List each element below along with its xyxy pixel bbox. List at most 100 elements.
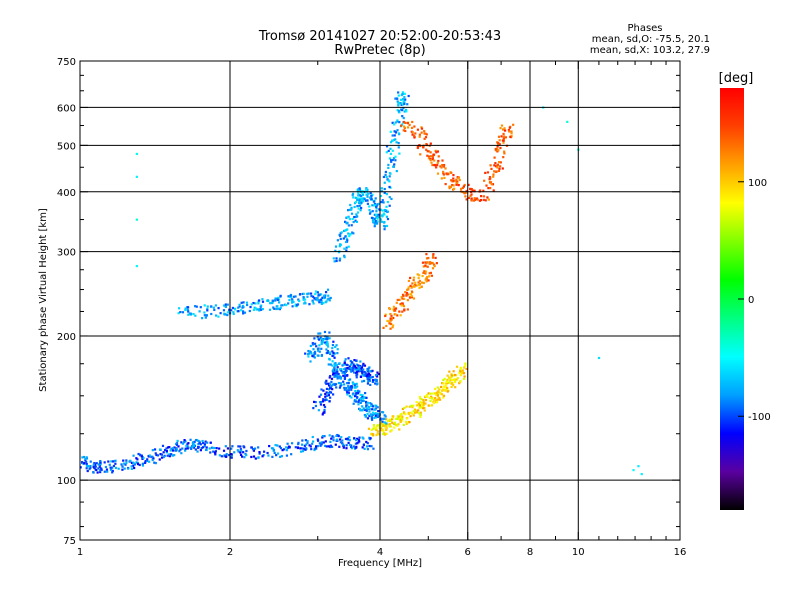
scatter-point bbox=[391, 139, 394, 142]
scatter-point bbox=[420, 127, 424, 130]
scatter-point bbox=[241, 306, 244, 309]
scatter-point bbox=[299, 447, 302, 450]
scatter-point bbox=[389, 141, 393, 144]
scatter-point bbox=[401, 109, 404, 112]
scatter-point bbox=[484, 171, 487, 175]
scatter-point bbox=[365, 409, 368, 412]
scatter-point bbox=[333, 356, 336, 359]
scatter-point bbox=[314, 290, 318, 293]
scatter-point bbox=[447, 173, 450, 176]
scatter-point bbox=[424, 136, 428, 139]
y-tick-label: 750 bbox=[57, 57, 76, 68]
scatter-point bbox=[121, 465, 124, 468]
scatter-point bbox=[171, 454, 174, 457]
scatter-point bbox=[402, 98, 405, 101]
scatter-point bbox=[373, 213, 376, 216]
scatter-point bbox=[371, 408, 374, 411]
scatter-point bbox=[237, 450, 240, 453]
scatter-point bbox=[156, 454, 160, 457]
scatter-point bbox=[135, 457, 138, 460]
scatter-point bbox=[364, 372, 367, 375]
scatter-point bbox=[408, 296, 412, 299]
scatter-point bbox=[354, 200, 358, 204]
scatter-point bbox=[413, 125, 416, 128]
scatter-point bbox=[334, 443, 337, 446]
scatter-point bbox=[333, 366, 336, 369]
scatter-point bbox=[250, 455, 253, 459]
scatter-point bbox=[378, 208, 381, 211]
scatter-point bbox=[376, 371, 379, 374]
scatter-point bbox=[446, 173, 449, 176]
scatter-point bbox=[501, 128, 505, 131]
scatter-point bbox=[327, 382, 331, 385]
scatter-point bbox=[478, 199, 482, 202]
scatter-point bbox=[84, 459, 87, 462]
scatter-point bbox=[399, 314, 402, 317]
scatter-point bbox=[387, 166, 390, 170]
scatter-point bbox=[335, 386, 338, 389]
scatter-point bbox=[343, 383, 346, 386]
scatter-point bbox=[355, 400, 358, 403]
scatter-point bbox=[355, 382, 358, 385]
scatter-point bbox=[398, 428, 401, 431]
scatter-point bbox=[368, 208, 371, 212]
scatter-point bbox=[465, 191, 468, 194]
scatter-point bbox=[312, 302, 315, 305]
scatter-point bbox=[319, 444, 322, 447]
scatter-point bbox=[403, 96, 406, 99]
scatter-point bbox=[388, 320, 391, 323]
scatter-point bbox=[394, 423, 398, 426]
scatter-point bbox=[344, 220, 347, 223]
scatter-point bbox=[446, 378, 449, 381]
scatter-point bbox=[141, 464, 145, 467]
scatter-point bbox=[452, 370, 455, 373]
scatter-point bbox=[335, 259, 338, 263]
scatter-point bbox=[342, 237, 345, 240]
scatter-point bbox=[375, 213, 378, 216]
scatter-point bbox=[371, 210, 374, 213]
scatter-point bbox=[467, 196, 471, 200]
scatter-point bbox=[472, 199, 476, 202]
scatter-point bbox=[255, 308, 258, 311]
scatter-point bbox=[369, 437, 372, 440]
scatter-point bbox=[371, 204, 374, 207]
scatter-point bbox=[165, 451, 168, 454]
scatter-point bbox=[385, 205, 388, 208]
scatter-point bbox=[391, 158, 394, 162]
scatter-point bbox=[397, 91, 400, 94]
scatter-point bbox=[502, 156, 505, 159]
scatter-point bbox=[345, 369, 348, 372]
scatter-point bbox=[114, 466, 118, 470]
scatter-point bbox=[361, 446, 364, 449]
scatter-point bbox=[367, 407, 371, 410]
scatter-point bbox=[396, 415, 399, 418]
scatter-point bbox=[313, 297, 316, 300]
scatter-point bbox=[427, 150, 431, 153]
scatter-point bbox=[326, 351, 329, 354]
scatter-point bbox=[450, 374, 453, 377]
scatter-point bbox=[389, 322, 392, 325]
scatter-point bbox=[348, 235, 351, 238]
scatter-point bbox=[176, 439, 179, 443]
scatter-point bbox=[337, 434, 340, 438]
scatter-point bbox=[335, 434, 338, 438]
scatter-point bbox=[306, 440, 309, 443]
scatter-point bbox=[253, 447, 257, 450]
phase-box-x-stats: mean, sd,X: 103.2, 27.9 bbox=[590, 45, 710, 56]
scatter-point bbox=[298, 299, 301, 303]
scatter-point bbox=[390, 429, 393, 432]
scatter-point bbox=[383, 417, 386, 421]
scatter-point bbox=[421, 405, 424, 408]
scatter-point bbox=[117, 467, 120, 470]
scatter-point bbox=[492, 175, 495, 178]
scatter-point bbox=[96, 471, 99, 474]
scatter-point bbox=[403, 126, 406, 130]
scatter-point bbox=[356, 215, 359, 218]
scatter-point bbox=[375, 374, 378, 377]
scatter-point bbox=[430, 395, 433, 398]
scatter-point bbox=[436, 398, 440, 401]
scatter-point bbox=[252, 449, 256, 452]
scatter-point bbox=[389, 327, 392, 330]
scatter-point bbox=[399, 419, 402, 422]
scatter-point bbox=[194, 314, 197, 317]
